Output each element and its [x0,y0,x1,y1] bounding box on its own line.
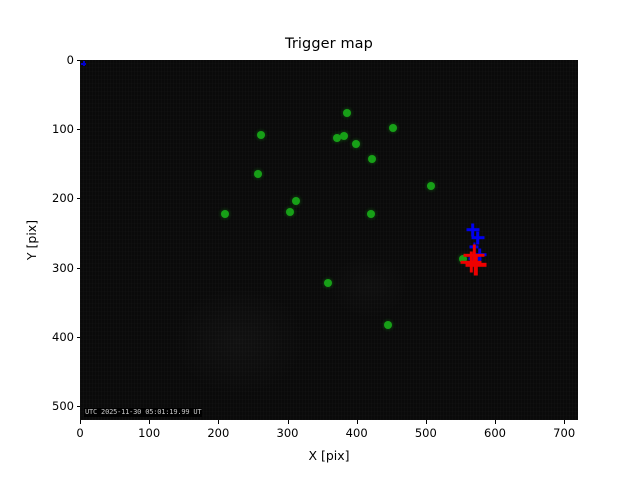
y-tick-label: 100 [52,122,74,137]
detector-noise-texture [80,60,578,420]
x-tick [80,420,81,424]
x-tick-label: 600 [484,426,506,440]
y-tick-label: 0 [66,53,74,67]
data-point-green [292,196,301,205]
data-point-green [367,155,376,163]
y-tick [76,198,80,200]
y-tick [76,336,80,338]
data-point-red [465,254,486,275]
x-axis-label: X [pix] [308,448,350,463]
x-tick-label: 500 [414,426,437,440]
y-axis-label: Y [pix] [24,219,39,261]
page-title: Trigger map [285,36,373,52]
data-point-green [384,321,393,330]
data-point-green [254,169,263,178]
data-point-green [366,209,375,218]
x-tick-label: 400 [345,426,368,440]
x-tick-label: 0 [76,426,84,440]
data-point-green [342,108,351,117]
y-tick-label: 300 [52,260,74,275]
x-tick [287,420,289,424]
data-point-green [285,208,294,217]
y-tick [76,60,80,61]
x-tick-label: 300 [276,426,299,440]
data-point-green [351,139,360,148]
x-tick [356,420,358,424]
y-tick-label: 500 [52,399,74,414]
x-tick [495,420,496,424]
x-tick [149,420,151,424]
data-point-green [256,130,265,139]
timestamp-overlay: UTC 2025-11-30 05:01:19.99 UT [84,408,203,417]
y-tick [76,129,80,131]
data-point-green [427,182,436,190]
y-tick [76,406,80,408]
y-tick-label: 400 [52,329,74,344]
x-tick [564,420,566,424]
x-tick [218,420,220,424]
data-point-green [340,132,349,141]
data-point-green [332,133,341,142]
x-tick-label: 700 [553,426,576,440]
y-tick [76,267,80,269]
data-point-green [324,278,333,287]
x-tick-label: 200 [207,426,230,440]
y-tick-label: 200 [52,191,74,206]
x-tick-label: 100 [138,426,161,440]
scatter-plot-canvas: UTC 2025-11-30 05:01:19.99 UT [80,60,578,420]
data-point-green [388,123,397,132]
data-point-green [220,209,229,218]
x-tick [425,420,427,424]
origin-marker-icon [81,61,86,66]
